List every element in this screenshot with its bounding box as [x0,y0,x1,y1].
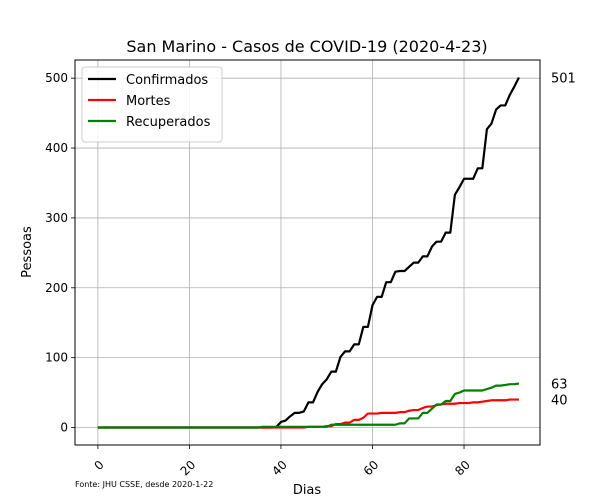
x-tick-label: 60 [361,458,382,479]
y-axis-label: Pessoas [20,226,35,278]
y-tick-label: 300 [45,211,68,225]
y-tick-label: 100 [45,351,68,365]
y-tick-label: 400 [45,141,68,155]
chart-title: San Marino - Casos de COVID-19 (2020-4-2… [126,37,487,56]
x-tick-label: 0 [92,458,107,473]
legend-entry-confirmados: Confirmados [126,73,208,88]
series-line-recuperados [97,382,520,429]
end-label-confirmados: 501 [551,71,576,86]
x-axis-label: Dias [293,483,322,498]
y-tick-label: 500 [45,71,68,85]
y-tick-label: 200 [45,281,68,295]
x-tick-label: 40 [269,458,290,479]
legend-entry-mortes: Mortes [126,94,171,109]
series-lines [97,76,520,429]
end-label-mortes: 40 [551,394,568,409]
y-tick-label: 0 [60,421,68,435]
series-line-confirmados [97,76,520,429]
legend-box [81,66,223,143]
legend-entry-recuperados: Recuperados [126,115,211,130]
x-tick-label: 20 [178,458,199,479]
plot-frame [74,59,541,446]
x-tick-label: 80 [452,458,473,479]
source-note: Fonte: JHU CSSE, desde 2020-1-22 [75,480,213,489]
legend: Confirmados Mortes Recuperados [81,66,223,143]
end-label-recuperados: 63 [551,378,568,393]
